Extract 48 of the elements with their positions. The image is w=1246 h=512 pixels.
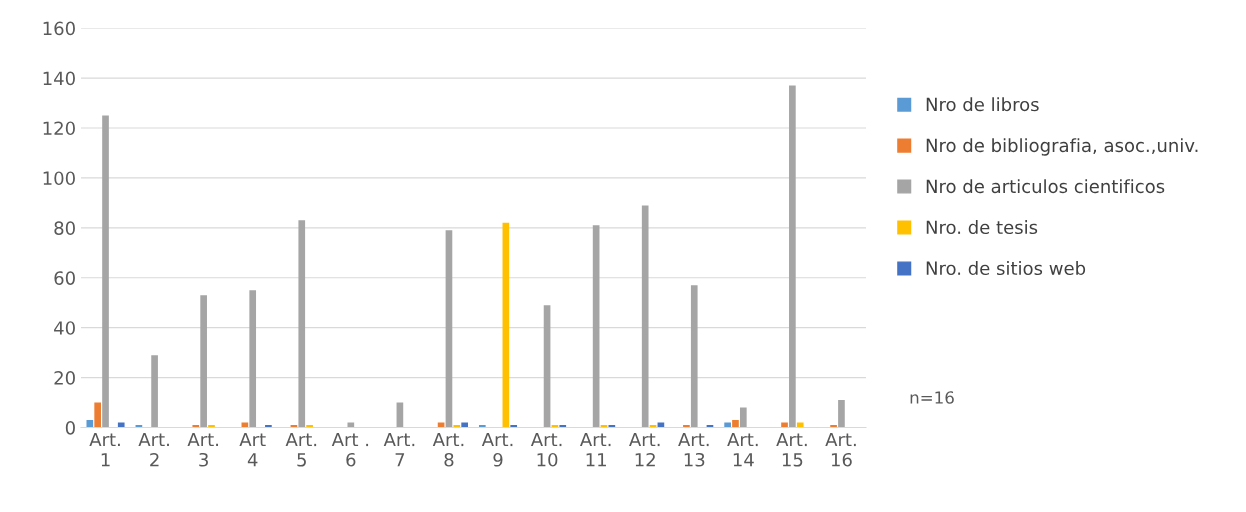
x-tick-label: Art. 8 [432,432,464,467]
x-tick-label: Art. 13 [678,432,709,467]
bar [249,290,257,428]
bar [298,220,306,428]
y-tick-label: 80 [54,221,75,235]
x-tick-label: Art. 11 [579,432,611,467]
y-tick-label: 20 [54,371,75,385]
bar [641,205,649,428]
x-tick-label: Art . 6 [331,432,369,467]
bar [102,115,109,428]
x-tick-label: Art. 14 [727,432,758,467]
bar [739,407,747,428]
x-tick-label: Art. 7 [383,432,415,467]
x-tick-label: Art. 2 [138,432,169,467]
x-tick-label: Art. 16 [825,432,856,467]
legend-label: Nro de bibliografia, asoc.,univ. [926,138,1198,156]
y-tick-label: 160 [43,21,75,36]
bar [151,355,158,428]
bar [838,400,845,428]
bar [86,420,94,428]
x-tick-label: Art. 10 [530,432,562,467]
bar [94,402,102,428]
bar [200,295,207,428]
bar [502,222,510,428]
x-tick-label: Art. 9 [481,432,513,467]
bar [732,420,739,428]
y-tick-label: 100 [43,171,75,186]
x-tick-label: Art. 3 [187,432,218,467]
legend-label: Nro de libros [926,97,1039,112]
y-tick-label: 40 [54,321,75,335]
bar [789,85,796,428]
x-tick-label: Art. 15 [776,432,807,467]
y-tick-label: 0 [65,420,75,435]
y-tick-label: 120 [43,121,75,136]
bar [592,225,600,428]
legend-label: Nro de articulos cientificos [926,179,1165,194]
bar [690,285,698,428]
bar [543,305,551,428]
y-tick-label: 140 [43,71,75,86]
x-tick-label: Art. 5 [285,432,317,467]
legend-label: Nro. de sitios web [926,261,1086,276]
text: n=16 [910,391,954,404]
y-tick-label: 60 [54,271,75,285]
legend-label: Nro. de tesis [926,220,1038,235]
x-tick-label: Art. 12 [629,432,660,467]
x-tick-label: Art 4 [239,432,266,467]
x-tick-label: Art. 1 [89,432,120,467]
bar [445,230,453,428]
